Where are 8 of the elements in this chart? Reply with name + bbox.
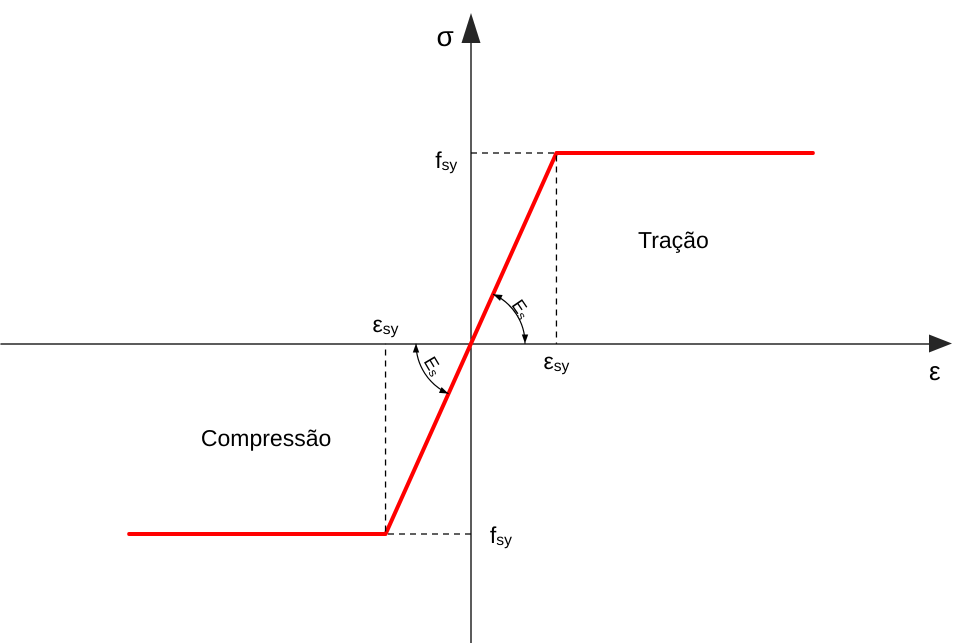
- annotation: f$_{sy}$: [435, 147, 458, 174]
- annotation: f$_{sy}$: [490, 522, 512, 550]
- x-tick-label: ε$_{sy}$: [543, 348, 570, 375]
- x-axis-title: ε: [929, 356, 941, 386]
- y-axis-title: σ: [436, 21, 454, 52]
- x-tick-label: ε$_{sy}$: [372, 311, 398, 338]
- annotation: Compressão: [200, 425, 332, 452]
- annotation: Tração: [638, 227, 709, 254]
